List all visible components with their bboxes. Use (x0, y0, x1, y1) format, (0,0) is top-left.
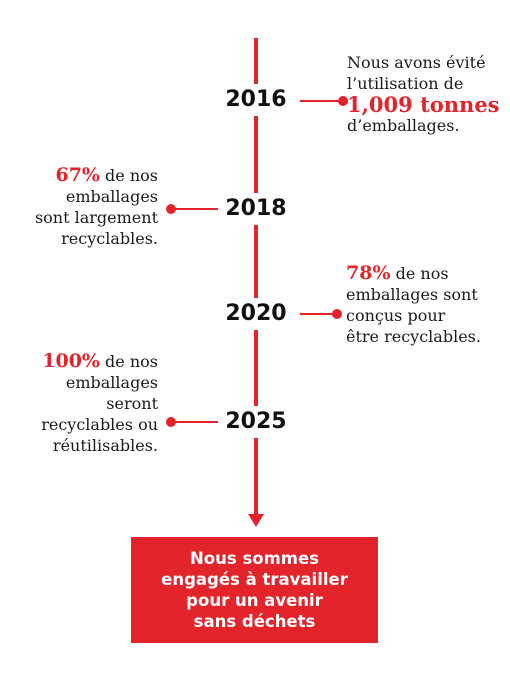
line: être recyclables. (346, 327, 481, 346)
line: 100% de nos (42, 350, 158, 372)
year-2020: 2020 (218, 298, 294, 330)
dot-2025 (166, 417, 176, 427)
milestone-2020-text: 78% de nos emballages sont conçus pour ê… (346, 263, 481, 347)
year-2018: 2018 (218, 193, 294, 225)
connector-2016 (300, 100, 348, 102)
dot-2020 (332, 309, 342, 319)
year-2025: 2025 (218, 406, 294, 438)
line: d’emballages. (347, 116, 460, 135)
callout-line: Nous sommes (189, 549, 319, 568)
highlight-tonnes: 1,009 tonnes (347, 92, 500, 117)
line: seront (106, 394, 158, 413)
line: emballages sont (346, 285, 478, 304)
line: 67% de nos (55, 164, 158, 186)
dot-2018 (166, 204, 176, 214)
line: emballages (65, 373, 158, 392)
year-2016: 2016 (218, 84, 294, 116)
timeline-axis (254, 38, 258, 518)
highlight-67: 67% (55, 164, 100, 186)
line: Nous avons évité (347, 53, 486, 72)
callout-line: engagés à travailler (161, 570, 348, 589)
line: réutilisables. (52, 436, 158, 455)
callout-line: sans déchets (193, 612, 316, 631)
milestone-2018-text: 67% de nos emballages sont largement rec… (35, 165, 158, 249)
line: l’utilisation de (347, 74, 464, 93)
milestone-2016-text: Nous avons évité l’utilisation de 1,009 … (347, 52, 500, 136)
connector-2018 (172, 208, 218, 210)
line: recyclables. (61, 229, 158, 248)
highlight-78: 78% (346, 262, 391, 284)
line: emballages (65, 187, 158, 206)
timeline-arrowhead (248, 514, 264, 527)
line: conçus pour (346, 306, 446, 325)
dot-2016 (338, 96, 348, 106)
commitment-callout: Nous sommes engagés à travailler pour un… (131, 537, 378, 643)
line: 78% de nos (346, 262, 449, 284)
line: recyclables ou (41, 415, 158, 434)
milestone-2025-text: 100% de nos emballages seront recyclable… (41, 351, 158, 456)
connector-2020 (300, 313, 340, 315)
connector-2025 (174, 421, 218, 423)
callout-line: pour un avenir (186, 591, 323, 610)
line: sont largement (34, 208, 158, 227)
highlight-100: 100% (42, 350, 100, 372)
